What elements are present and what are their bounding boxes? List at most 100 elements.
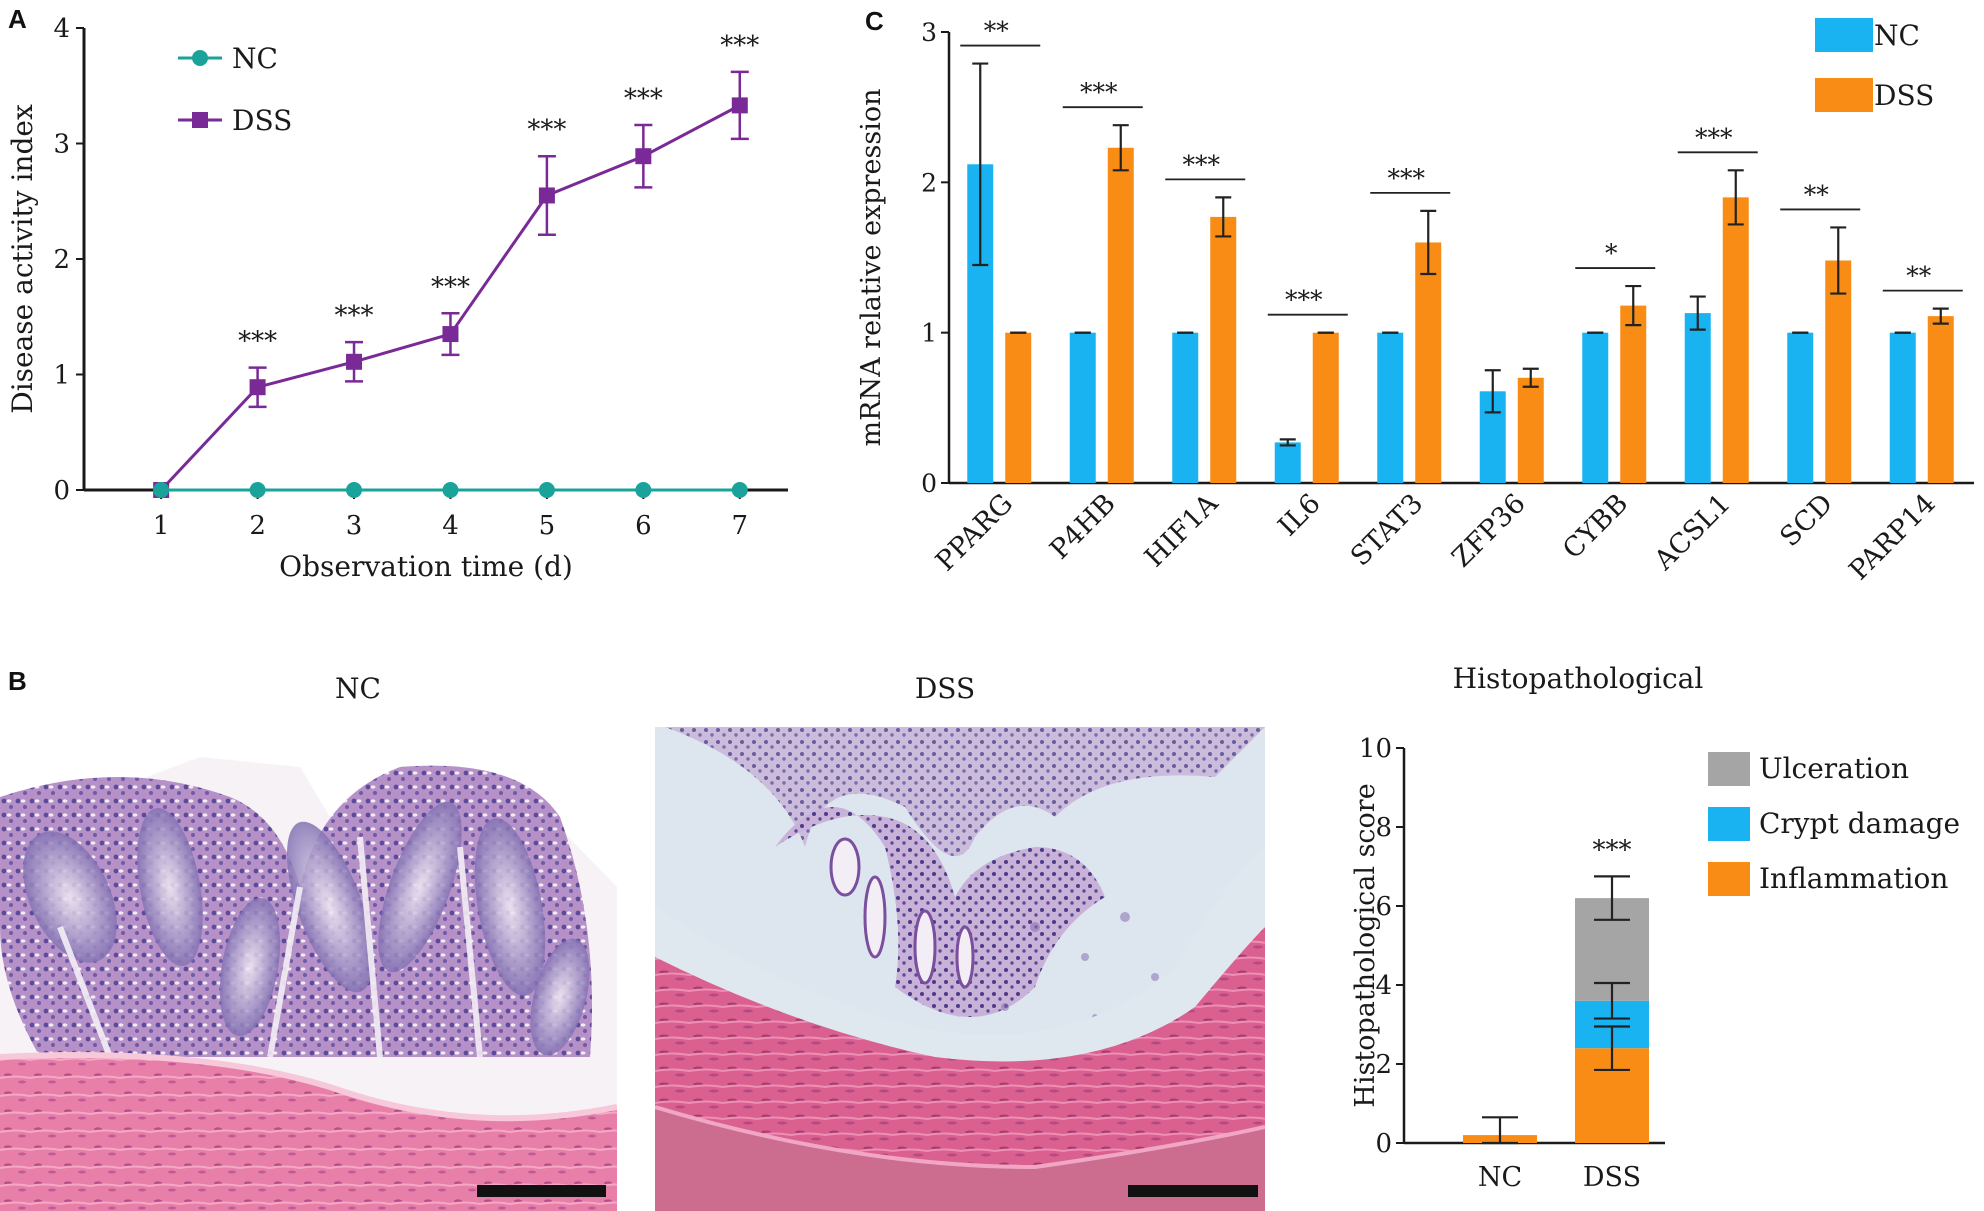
legend-swatch-ulceration: [1708, 752, 1750, 786]
data-point-nc: [346, 482, 363, 498]
significance-label: ***: [624, 84, 663, 114]
x-axis-label: Observation time (d): [279, 550, 573, 583]
nc-histology-title: NC: [335, 672, 381, 705]
y-tick-label: 8: [1375, 813, 1392, 843]
score-chart-title: Histopathological: [1453, 662, 1704, 695]
legend-label-ulceration: Ulceration: [1759, 752, 1909, 785]
bar-nc: [1889, 332, 1916, 483]
legend-label-crypt-damage: Crypt damage: [1759, 807, 1960, 840]
y-tick-label: 4: [53, 14, 70, 44]
y-tick-label: 3: [53, 130, 70, 160]
legend-label-dss: DSS: [1874, 79, 1934, 112]
data-point-dss: [538, 187, 555, 204]
x-tick-label: 4: [442, 511, 459, 541]
panel-letter-a: A: [8, 4, 27, 34]
y-tick-label: 10: [1359, 734, 1392, 764]
legend-swatch-crypt-damage: [1708, 807, 1750, 841]
x-tick-label: ACSL1: [1648, 488, 1737, 577]
legend-swatch-nc: [1815, 18, 1873, 52]
x-tick-label: 3: [346, 511, 363, 541]
y-tick-label: 4: [1375, 971, 1392, 1001]
dss-histology-title: DSS: [915, 672, 975, 705]
data-point-dss: [731, 97, 748, 114]
bar-dss: [1415, 242, 1442, 483]
significance-label: **: [1804, 180, 1830, 209]
legend-swatch-dss: [1815, 78, 1873, 112]
legend-label-nc: NC: [1874, 19, 1920, 52]
significance-label: ***: [335, 301, 374, 331]
panel-b-score-chart: Histopathological 0 2 4 6 8 10 Histopathologica…: [1350, 662, 1960, 1193]
significance-label: ***: [527, 115, 566, 145]
legend-marker-nc: [192, 50, 208, 66]
significance-label: *: [1605, 239, 1618, 268]
data-point-nc: [731, 482, 748, 498]
bar-nc: [1274, 442, 1301, 483]
significance-label: ***: [238, 327, 277, 357]
x-tick-label: STAT3: [1345, 488, 1429, 572]
x-tick-label: HIF1A: [1139, 488, 1225, 574]
significance-label: ***: [1388, 164, 1426, 193]
x-tick-label: PPARG: [930, 488, 1019, 577]
significance-label: ***: [431, 272, 470, 302]
bar-dss: [1620, 305, 1647, 483]
bar-dss: [1825, 260, 1852, 483]
x-tick-label: P4HB: [1044, 488, 1122, 566]
x-tick-label: 7: [732, 511, 749, 541]
data-point-nc: [538, 482, 555, 498]
x-tick-label: PARP14: [1843, 488, 1941, 586]
panel-b-header: B NC DSS: [8, 666, 975, 705]
y-tick-label: 0: [921, 469, 937, 498]
dss-histology-image: [655, 727, 1265, 1211]
significance-label: **: [1906, 262, 1932, 291]
y-tick-label: 2: [921, 168, 937, 197]
x-tick-label: 6: [635, 511, 652, 541]
significance-label: ***: [720, 31, 759, 61]
y-tick-label: 2: [1375, 1050, 1392, 1080]
x-tick-label: SCD: [1774, 488, 1839, 553]
x-tick-label: IL6: [1272, 488, 1326, 542]
x-tick-label: CYBB: [1557, 488, 1634, 565]
x-tick-label: DSS: [1583, 1162, 1641, 1193]
significance-label: ***: [1593, 835, 1632, 865]
data-point-nc: [635, 482, 652, 498]
y-tick-label: 3: [921, 18, 937, 47]
bar-dss: [1312, 332, 1339, 483]
y-axis-label: Histopathological score: [1350, 783, 1381, 1107]
y-tick-label: 6: [1375, 892, 1392, 922]
data-point-dss: [442, 326, 459, 343]
significance-label: **: [984, 17, 1010, 46]
bar-dss: [1107, 147, 1134, 484]
nc-histology-image: [0, 727, 617, 1211]
bar-nc: [1069, 332, 1096, 483]
data-point-dss: [249, 379, 266, 396]
bar-nc: [1582, 332, 1609, 483]
panel-a-line-chart: A 0 1 2 3 4 1 2 3 4 5 6 7 Observation time (d) Diseas…: [6, 4, 788, 583]
x-tick-label: ZFP36: [1446, 488, 1532, 574]
y-tick-label: 0: [1375, 1129, 1392, 1159]
legend-label-dss: DSS: [232, 104, 292, 137]
legend-swatch-inflammation: [1708, 862, 1750, 896]
bar-dss: [1005, 332, 1032, 483]
data-point-nc: [442, 482, 459, 498]
legend-marker-dss: [192, 112, 208, 128]
significance-label: ***: [1080, 78, 1118, 107]
legend-label-inflammation: Inflammation: [1759, 862, 1948, 895]
bar-dss: [1927, 316, 1954, 483]
data-point-nc: [249, 482, 266, 498]
x-tick-label: NC: [1478, 1162, 1522, 1193]
y-axis-label: mRNA relative expression: [856, 89, 887, 447]
bar-nc: [1787, 332, 1814, 483]
y-axis-label: Disease activity index: [6, 104, 39, 414]
nc-scale-bar: [477, 1185, 606, 1197]
y-tick-label: 2: [53, 245, 70, 275]
significance-label: ***: [1695, 123, 1733, 152]
y-tick-label: 1: [921, 319, 937, 348]
data-point-nc: [153, 482, 170, 498]
dss-scale-bar: [1128, 1185, 1258, 1197]
significance-label: ***: [1183, 150, 1221, 179]
bar-nc: [1684, 313, 1711, 483]
panel-letter-c: C: [865, 6, 884, 36]
x-tick-label: 5: [539, 511, 556, 541]
